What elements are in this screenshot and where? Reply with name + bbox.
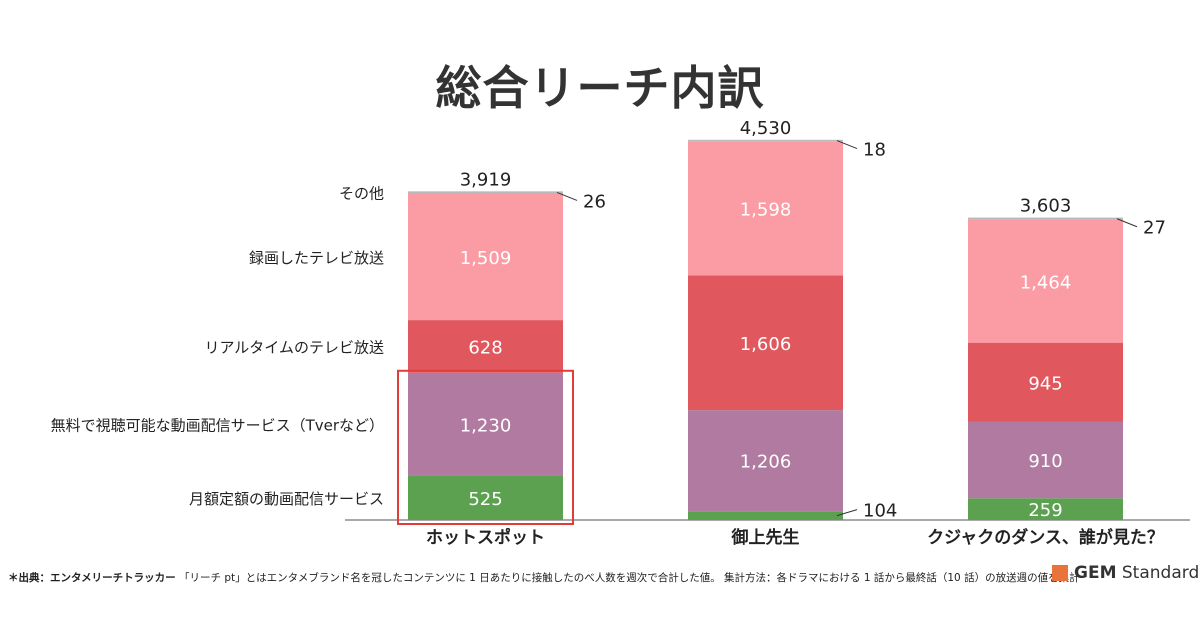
callout-line: [556, 191, 578, 201]
highlight-box: [397, 369, 574, 525]
bar-segment: [968, 219, 1123, 343]
logo-text: GEM Standard: [1074, 563, 1199, 583]
data-label: 910: [1028, 451, 1062, 472]
logo-word: Standard: [1121, 563, 1200, 583]
bar-segment: [968, 342, 1123, 422]
bar-segment: [688, 511, 843, 520]
data-label: 525: [468, 489, 502, 510]
data-label: 1,464: [1020, 272, 1072, 293]
stacked-bar-chart: 525 1,230 628 1,509 26 3,919 ホットスポット 104 1,206 1,…: [51, 118, 1190, 548]
bar-segment: [408, 372, 563, 476]
category-label: ホットスポット: [426, 527, 545, 548]
footnote-text: 「リーチ pt」とはエンタメブランド名を冠したコンテンツに 1 日あたりに接触し…: [179, 572, 1080, 584]
bar-segment: [688, 410, 843, 512]
series-label: リアルタイムのテレビ放送: [204, 338, 384, 356]
callout-line: [1116, 218, 1138, 228]
series-label: 録画したテレビ放送: [249, 249, 384, 267]
total-label: 3,603: [1020, 196, 1072, 217]
bar-segment: [408, 191, 563, 194]
gem-standard-logo: GEM Standard: [1052, 563, 1199, 583]
data-label: 18: [863, 140, 886, 161]
data-label: 259: [1028, 500, 1062, 521]
total-label: 3,919: [460, 169, 512, 190]
logo-bold: GEM: [1074, 563, 1117, 583]
series-label: その他: [339, 184, 384, 202]
bar-segment: [408, 320, 563, 373]
data-label: 27: [1143, 218, 1166, 239]
callout-line: [836, 509, 858, 517]
data-label: 1,606: [740, 334, 792, 355]
data-label: 26: [583, 191, 606, 212]
callout-line: [836, 140, 858, 150]
data-label: 1,206: [740, 452, 792, 473]
category-label: 御上先生: [731, 527, 800, 548]
bar-segment: [688, 139, 843, 142]
footnote: ＊出典：エンタメリーチトラッカー 「リーチ pt」とはエンタメブランド名を冠した…: [8, 570, 1080, 585]
data-label: 1,230: [460, 415, 512, 436]
bar-segment: [408, 193, 563, 321]
category-label: クジャクのダンス、誰が見た？: [927, 527, 1164, 548]
bar-segment: [968, 498, 1123, 520]
bar-segment: [968, 421, 1123, 499]
bar-segment: [408, 475, 563, 520]
bar-segment: [688, 275, 843, 411]
data-label: 628: [468, 337, 502, 358]
data-label: 104: [863, 501, 897, 522]
footnote-source: ＊出典：エンタメリーチトラッカー: [8, 572, 176, 584]
data-label: 1,509: [460, 248, 512, 269]
data-label: 1,598: [740, 199, 792, 220]
bar-segment: [688, 141, 843, 276]
bar-segment: [968, 217, 1123, 220]
chart-title: 総合リーチ内訳: [435, 61, 765, 115]
series-label: 無料で視聴可能な動画配信サービス（Tverなど）: [51, 416, 384, 434]
data-label: 945: [1028, 373, 1062, 394]
series-label: 月額定額の動画配信サービス: [189, 490, 384, 508]
total-label: 4,530: [740, 118, 792, 139]
logo-mark-icon: [1052, 565, 1068, 581]
